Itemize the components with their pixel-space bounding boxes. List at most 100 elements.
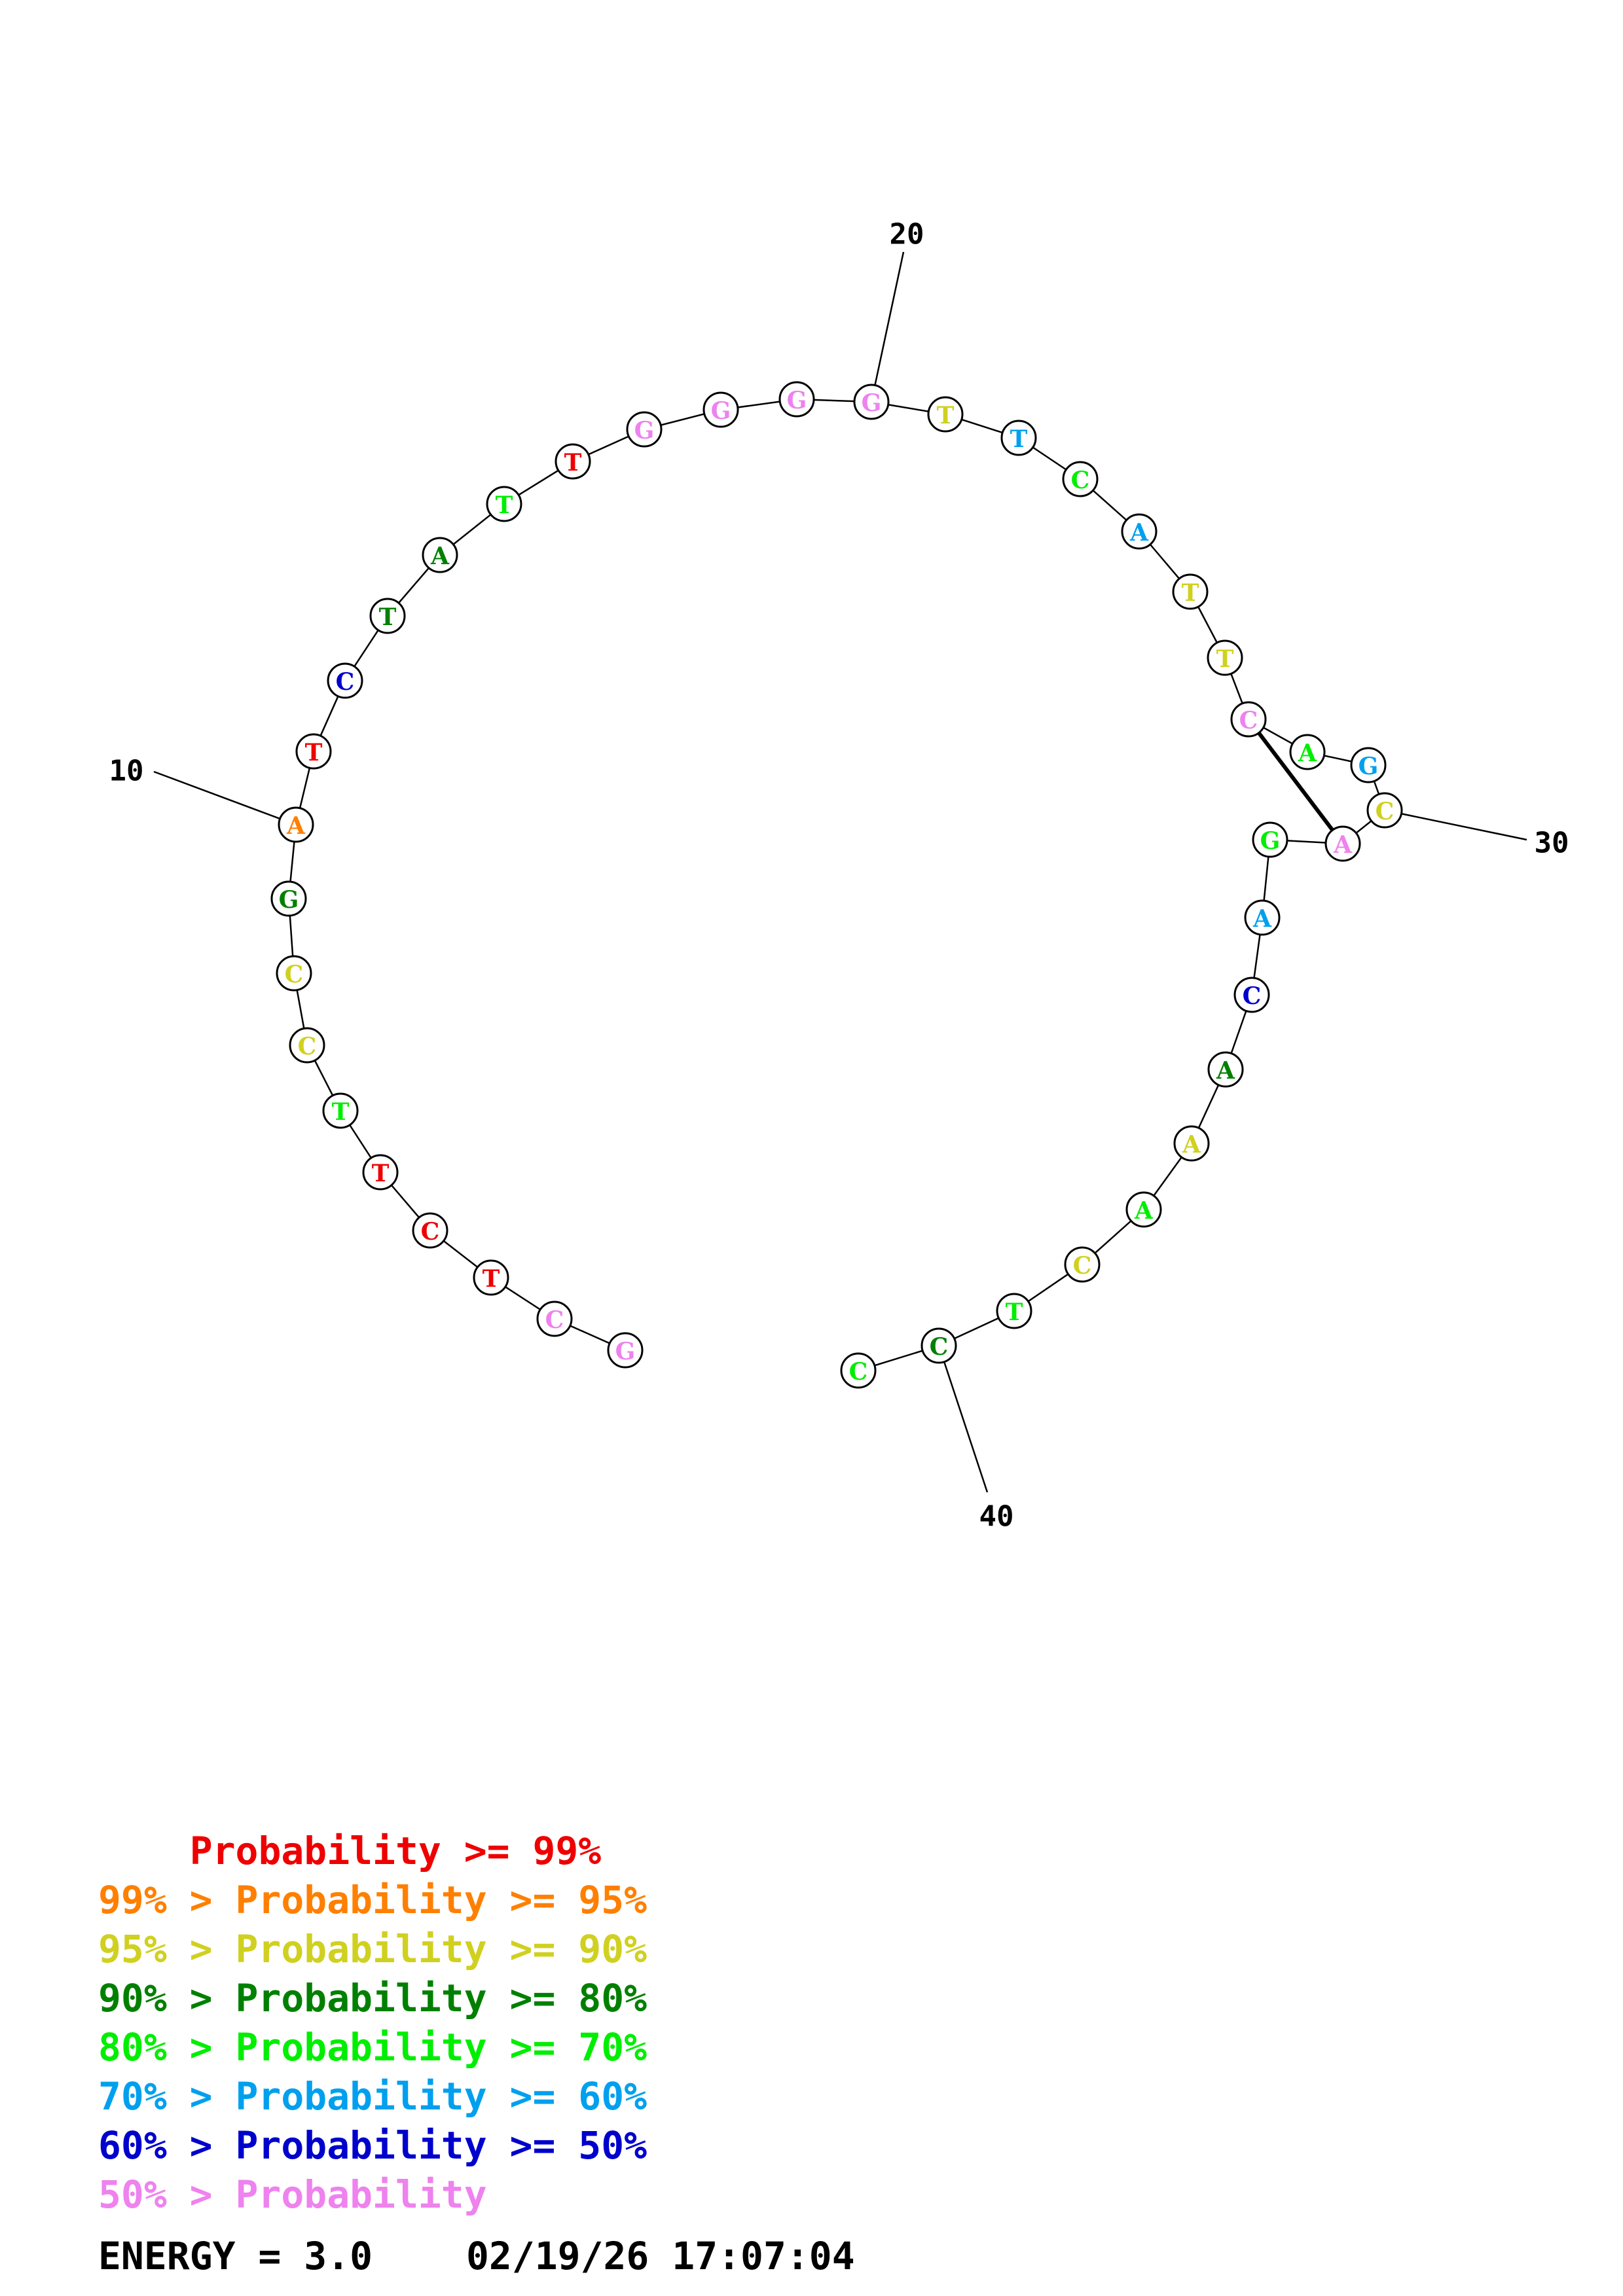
nucleotide-letter: G [787,387,807,414]
nucleotide: G [853,384,890,420]
nucleotide-letter: C [298,1033,317,1060]
nucleotide-circle [270,880,307,917]
nucleotide-circle [702,391,739,428]
nucleotide: T [486,486,522,522]
nucleotide: A [422,537,458,573]
nucleotide: C [1366,792,1403,829]
legend-prefix: 70% > [98,2074,236,2119]
nucleotide-circle [778,381,815,418]
nucleotide-letter: G [634,417,655,444]
nucleotide-letter: T [379,603,397,631]
nucleotide-letter: A [1298,740,1317,767]
nucleotide-letter: T [937,402,955,429]
legend-prefix: 95% > [98,1927,236,1971]
nucleotide: G [702,391,739,428]
nucleotide-letter: G [1359,753,1379,780]
nucleotide-letter: A [286,812,306,840]
nucleotide: A [1289,734,1326,770]
nucleotide-letter: A [1182,1131,1201,1158]
nucleotide-letter: A [1216,1057,1235,1085]
nucleotide-letter: C [1243,982,1262,1010]
nucleotide: C [1062,461,1099,497]
nucleotide: G [626,411,663,448]
nucleotide: T [473,1259,509,1296]
nucleotide-circle [422,537,458,573]
nucleotide-circle [327,662,363,699]
numbering-tick-line [938,1345,989,1493]
nucleotide: C [840,1352,877,1389]
legend-text: Probability >= 50% [236,2123,647,2168]
legend-text: Probability >= 70% [236,2025,647,2070]
nucleotide-letter: C [285,961,304,988]
nucleotide: T [362,1154,399,1191]
numbering-tick-line [870,251,905,403]
probability-legend: Probability >= 99% 99% > Probability >= … [98,1829,647,2217]
nucleotide-letter: A [1333,831,1353,859]
legend-line-8: 50% > Probability [98,2172,487,2217]
energy-label: ENERGY = 3.0 [98,2234,373,2278]
nucleotide-circle [1230,701,1267,738]
nucleotide: G [1252,821,1288,858]
legend-prefix: 90% > [98,1976,236,2020]
nucleotide: T [1172,573,1209,610]
nucleotide-circle [1121,513,1158,550]
nucleotide-letter: C [336,668,355,696]
legend-text: Probability >= 90% [236,1927,647,1971]
nucleotide: C [1064,1246,1101,1283]
legend-line-5: 80% > Probability >= 70% [98,2025,647,2070]
nucleotide-circle [626,411,663,448]
nucleotide-circle [921,1327,957,1364]
legend-line-3: 95% > Probability >= 90% [98,1927,647,1971]
nucleotide-letter: T [372,1160,390,1187]
nucleotide: A [1244,899,1281,936]
nucleotide: T [927,396,964,433]
footer: ENERGY = 3.0 02/19/26 17:07:04 [98,2234,855,2278]
nucleotide: C [1230,701,1267,738]
nucleotide-circle [536,1300,573,1337]
numbering-label: 10 [109,755,144,788]
nucleotide: T [1000,420,1037,456]
nucleotide: C [1233,977,1270,1013]
nucleotide-circle [1062,461,1099,497]
nucleotide-circle [362,1154,399,1191]
nucleotide-letter: G [615,1338,636,1365]
nucleotide-letter: C [545,1306,564,1334]
legend-line-2: 99% > Probability >= 95% [98,1878,647,1922]
nucleotide: T [996,1293,1032,1329]
nucleotide-circle [1207,1051,1244,1088]
nucleotide: T [322,1092,359,1129]
nucleotide-circle [473,1259,509,1296]
numbering-label: 40 [979,1500,1014,1534]
nucleotide: G [1350,747,1387,783]
numbering-tick-line [1384,809,1527,841]
nucleotide-circle [278,806,314,843]
nucleotide: A [1207,1051,1244,1088]
nucleotide-letter: G [711,397,731,425]
nucleotide-circle [276,955,312,992]
nucleotide-circle [289,1027,325,1064]
nucleotide-letter: G [1260,827,1281,855]
legend-line-7: 60% > Probability >= 50% [98,2123,647,2168]
legend-prefix: 50% > [98,2172,236,2217]
nucleotide-circle [1244,899,1281,936]
nucleotide: T [555,443,591,480]
nucleotide-circle [840,1352,877,1389]
nucleotide-letter: G [279,886,299,914]
nucleotide-circle [412,1212,448,1249]
nucleotide-letter: C [849,1358,868,1386]
nucleotide-letter: C [1376,798,1395,825]
nucleotide: T [295,733,332,770]
nucleotide-letter: C [421,1218,440,1246]
nucleotide-letter: C [930,1333,949,1361]
nucleotide-circle [1173,1125,1210,1162]
nucleotide-letter: T [305,739,323,766]
nucleotide: C [536,1300,573,1337]
numbering-tick-line [153,770,297,826]
nucleotide-letter: T [332,1098,350,1126]
legend-prefix: 99% > [98,1878,236,1922]
nucleotide-circle [1233,977,1270,1013]
nucleotide: A [1173,1125,1210,1162]
nucleotide-circle [486,486,522,522]
nucleotide-letter: T [1216,645,1234,673]
legend-prefix [98,1829,190,1873]
